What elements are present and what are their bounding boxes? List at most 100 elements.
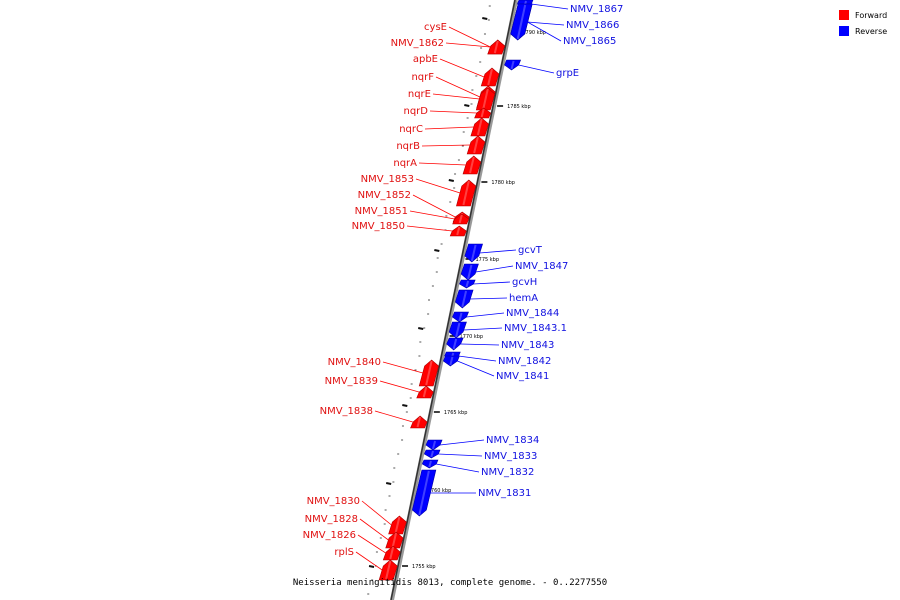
- gene-label: gcvH: [512, 277, 537, 288]
- gene-label: nqrD: [404, 106, 429, 117]
- gene-feature: [425, 439, 443, 451]
- gene-feature: [442, 355, 460, 367]
- gene-feature: [446, 337, 464, 351]
- gene-leader-line: [374, 410, 413, 423]
- gene-bevel: [430, 450, 434, 458]
- gene-leader-line: [409, 210, 455, 220]
- gene-leader-line: [406, 225, 453, 232]
- gene-bevel: [455, 322, 461, 338]
- gene-feature: [460, 263, 479, 281]
- gene-label: cysE: [424, 22, 447, 33]
- gene-leader-line: [439, 439, 485, 446]
- legend-forward-label: Forward: [855, 11, 887, 20]
- axis-dash: [482, 17, 488, 20]
- gene-leader-line: [527, 21, 562, 42]
- gene-bevel: [449, 356, 454, 366]
- gene-bevel: [385, 560, 392, 580]
- gene-bevel: [462, 180, 470, 206]
- kbp-tick-label: 1790 kbp: [522, 30, 546, 36]
- kbp-tick-label: 1755 kbp: [412, 564, 436, 570]
- gene-leader-line: [457, 360, 495, 377]
- gene-leader-line: [429, 110, 477, 114]
- gene-label: nqrE: [408, 89, 431, 100]
- gene-feature: [487, 39, 506, 55]
- gene-bevel: [389, 546, 395, 560]
- legend-reverse-label: Reverse: [855, 27, 887, 36]
- kbp-tick-label: 1770 kbp: [460, 334, 484, 340]
- axis-dash: [418, 327, 424, 330]
- gene-label: NMV_1832: [481, 467, 534, 478]
- gene-leader-line: [475, 265, 514, 273]
- axis-shadow: [390, 0, 518, 600]
- gene-bevel: [456, 226, 461, 236]
- gene-bevel: [510, 60, 515, 70]
- gene-leader-line: [438, 453, 483, 457]
- gene-feature: [423, 449, 441, 459]
- gene-bevel: [482, 88, 489, 110]
- gene-label: NMV_1865: [563, 36, 616, 47]
- gene-bevel: [425, 360, 433, 386]
- gene-leader-line: [448, 26, 491, 48]
- gene-leader-line: [436, 463, 480, 473]
- axis-dash: [434, 249, 440, 252]
- gene-bevel: [432, 440, 437, 450]
- gene-label: apbE: [413, 54, 438, 65]
- gene-feature: [412, 469, 437, 517]
- gene-feature: [421, 459, 439, 469]
- kbp-ticks: 1790 kbp 1785 kbp 1780 kbp 1775 kbp 1770 kbp…: [402, 30, 546, 570]
- gene-leader-line: [382, 361, 424, 374]
- gene-bevel: [458, 214, 463, 224]
- gene-bevel: [473, 136, 479, 154]
- gene-leader-line: [470, 297, 508, 300]
- gene-leader-line: [412, 194, 456, 218]
- gene-label: NMV_1826: [303, 530, 356, 541]
- gene-bevel: [470, 244, 477, 262]
- gene-label: nqrF: [411, 72, 434, 83]
- gene-leader-line: [424, 126, 474, 130]
- gene-leader-line: [458, 355, 497, 362]
- gene-leader-line: [445, 42, 491, 48]
- gene-feature: [449, 225, 467, 237]
- gene-leader-line: [531, 3, 569, 10]
- gene-label: NMV_1867: [570, 4, 623, 15]
- gene-bevel: [476, 118, 483, 136]
- gene-label: hemA: [509, 293, 538, 304]
- kbp-tick-label: 1785 kbp: [507, 104, 531, 110]
- legend-reverse-swatch: [839, 26, 849, 36]
- gene-label: nqrB: [396, 141, 420, 152]
- gene-feature: [510, 3, 533, 41]
- gene-leader-line: [439, 58, 485, 78]
- gene-label: nqrA: [393, 158, 417, 169]
- axis-dash: [368, 565, 375, 568]
- gene-bevel: [469, 156, 475, 174]
- gene-feature: [466, 135, 486, 155]
- gene-label: NMV_1840: [328, 357, 381, 368]
- legend: Forward Reverse: [839, 10, 887, 36]
- gene-leader-line: [527, 21, 565, 26]
- gene-label: NMV_1838: [320, 406, 373, 417]
- gene-feature: [378, 559, 398, 581]
- kbp-tick-label: 1780 kbp: [491, 180, 515, 186]
- gene-label: NMV_1851: [355, 206, 408, 217]
- gene-bevel: [452, 338, 458, 350]
- gene-feature: [456, 179, 477, 207]
- kbp-tick-label: 1775 kbp: [475, 257, 499, 263]
- gene-label: NMV_1841: [496, 371, 549, 382]
- gene-label: NMV_1839: [325, 376, 378, 387]
- gene-leader-line: [418, 162, 466, 166]
- gene-feature: [462, 155, 482, 175]
- axis-dash: [402, 404, 408, 407]
- gene-label: NMV_1843.1: [504, 323, 567, 334]
- gene-feature: [452, 311, 469, 323]
- gene-bevel: [428, 460, 432, 468]
- gene-bevel: [493, 40, 499, 54]
- genome-caption: Neisseria meningitidis 8013, complete ge…: [292, 578, 608, 588]
- gene-feature: [410, 415, 428, 429]
- gene-bevel: [416, 416, 421, 428]
- gene-leader-line: [357, 534, 386, 554]
- gene-feature: [464, 243, 483, 263]
- gene-leader-line: [359, 518, 389, 541]
- axis-dash: [464, 104, 470, 107]
- gene-labels: NMV_1867 NMV_1866 NMV_1865 cysE NMV_1862 grpE…: [303, 3, 623, 571]
- gene-leader-line: [466, 312, 505, 318]
